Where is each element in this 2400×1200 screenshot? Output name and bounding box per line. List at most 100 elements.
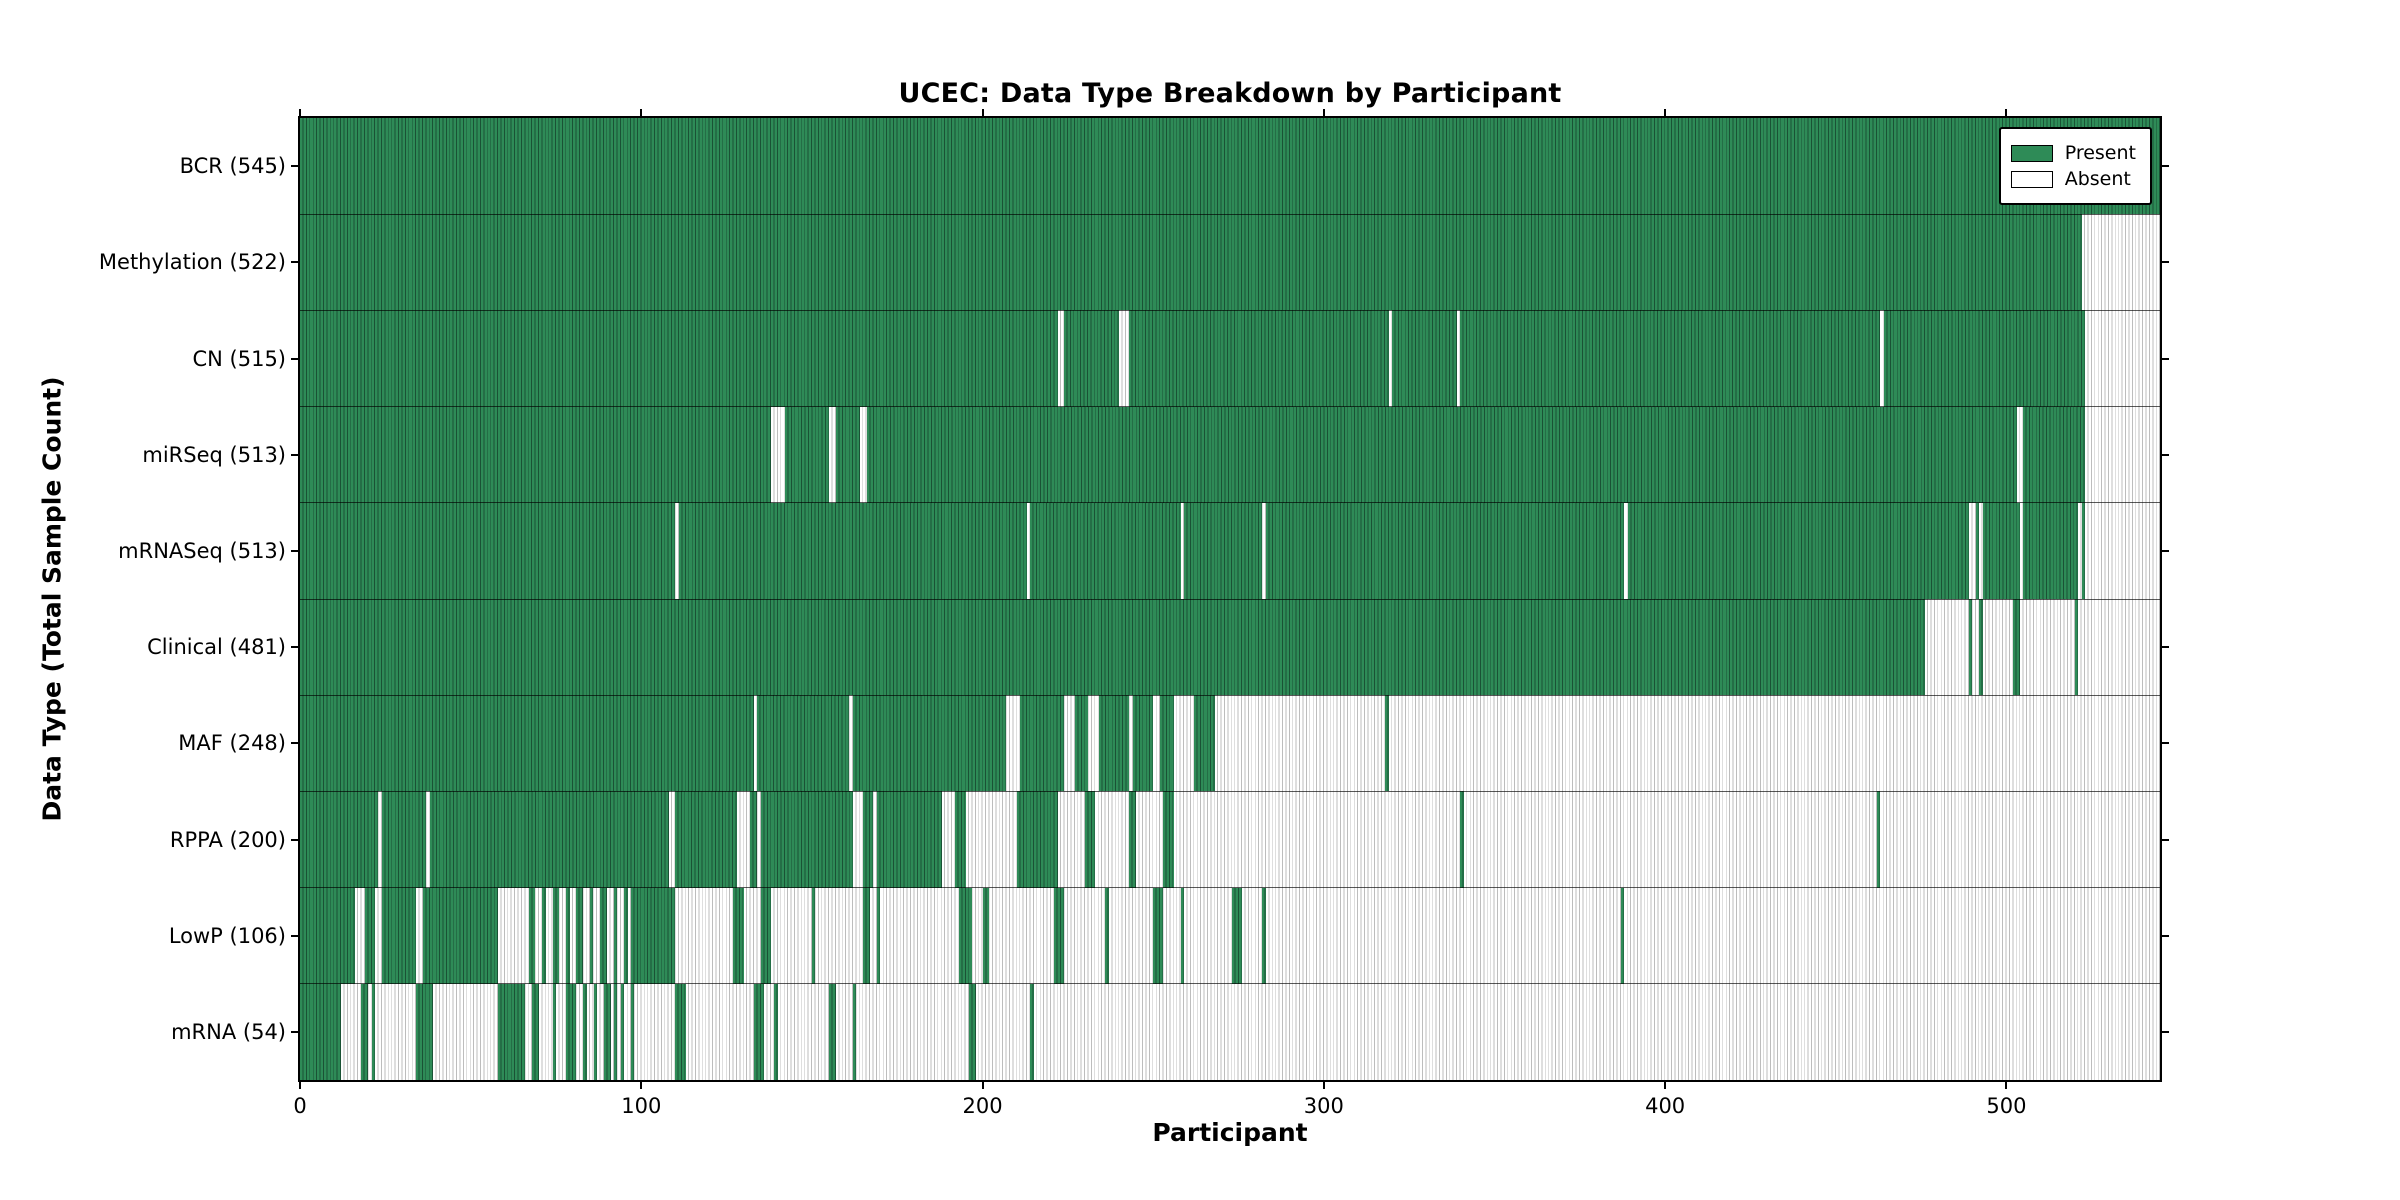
present-segment — [760, 887, 771, 984]
legend-entry: Absent — [2010, 168, 2136, 190]
present-segment — [532, 983, 539, 1080]
y-tick-right — [2160, 357, 2169, 360]
y-tick-right — [2160, 646, 2169, 649]
row-mRNA — [300, 983, 2160, 1080]
present-segment — [733, 887, 744, 984]
x-tick-label: 100 — [621, 1094, 662, 1118]
present-segment — [876, 791, 942, 888]
present-segment — [497, 983, 526, 1080]
x-axis-label: Participant — [1152, 1118, 1308, 1147]
row-separator — [300, 887, 2160, 889]
legend-label: Absent — [2064, 168, 2131, 190]
present-segment — [1132, 695, 1154, 792]
y-tick-right — [2160, 453, 2169, 456]
present-segment — [852, 983, 857, 1080]
y-axis-label: Data Type (Total Sample Count) — [37, 376, 67, 822]
y-tick-right — [2160, 934, 2169, 937]
present-segment — [416, 983, 434, 1080]
present-segment — [852, 695, 1007, 792]
y-tick-label-BCR: BCR (545) — [179, 154, 286, 179]
present-segment — [300, 214, 2082, 311]
present-segment — [1392, 310, 1457, 407]
x-tick-top — [640, 109, 643, 118]
legend: Present Absent — [1998, 127, 2152, 205]
present-segment — [1385, 695, 1389, 792]
present-segment — [2081, 502, 2085, 599]
present-segment — [381, 887, 417, 984]
legend-swatch-absent — [2010, 170, 2053, 188]
legend-swatch-present — [2010, 144, 2053, 162]
present-segment — [811, 887, 816, 984]
x-tick-bottom — [981, 1080, 984, 1089]
present-segment — [1979, 599, 1983, 696]
x-tick-top — [299, 109, 301, 118]
row-mRNASeq — [300, 502, 2160, 599]
row-separator — [300, 309, 2160, 311]
y-tick-left — [291, 742, 300, 745]
x-tick-label: 500 — [1986, 1094, 2027, 1118]
present-segment — [982, 887, 990, 984]
present-segment — [1968, 599, 1973, 696]
x-tick-bottom — [2005, 1080, 2008, 1089]
y-tick-label-MAF: MAF (248) — [178, 731, 286, 756]
row-separator — [300, 983, 2160, 985]
present-segment — [300, 983, 341, 1080]
present-segment — [429, 791, 669, 888]
present-segment — [678, 502, 1027, 599]
present-segment — [1620, 887, 1625, 984]
row-CN — [300, 310, 2160, 407]
present-segment — [566, 983, 577, 1080]
x-tick-label: 200 — [962, 1094, 1003, 1118]
y-tick-right — [2160, 261, 2169, 264]
present-segment — [1163, 791, 1174, 888]
present-segment — [300, 502, 676, 599]
y-tick-label-LowP: LowP (106) — [168, 923, 286, 948]
y-tick-left — [291, 549, 300, 552]
row-separator — [300, 213, 2160, 215]
legend-label: Present — [2064, 142, 2136, 164]
row-BCR — [300, 118, 2160, 215]
present-segment — [583, 983, 587, 1080]
present-segment — [300, 406, 771, 503]
x-tick-top — [981, 109, 984, 118]
present-segment — [750, 791, 758, 888]
present-segment — [2013, 599, 2021, 696]
x-tick-top — [1664, 109, 1667, 118]
present-segment — [624, 887, 628, 984]
present-segment — [300, 310, 1058, 407]
present-segment — [1876, 791, 1881, 888]
present-segment — [300, 599, 1925, 696]
legend-entry: Present — [2010, 142, 2136, 164]
present-segment — [1627, 502, 1969, 599]
present-segment — [566, 887, 570, 984]
present-segment — [753, 983, 765, 1080]
present-segment — [620, 983, 625, 1080]
row-separator — [300, 790, 2160, 792]
x-tick-bottom — [1664, 1080, 1667, 1089]
present-segment — [968, 983, 976, 1080]
present-segment — [528, 887, 536, 984]
x-tick-bottom — [299, 1080, 301, 1089]
present-segment — [300, 695, 754, 792]
present-segment — [603, 983, 611, 1080]
present-segment — [958, 887, 973, 984]
present-segment — [2023, 406, 2085, 503]
present-segment — [1231, 887, 1242, 984]
present-segment — [1194, 695, 1215, 792]
present-segment — [600, 887, 608, 984]
present-segment — [576, 887, 584, 984]
y-tick-right — [2160, 838, 2169, 841]
present-segment — [784, 406, 829, 503]
row-LowP — [300, 887, 2160, 984]
present-segment — [590, 887, 594, 984]
present-segment — [1030, 983, 1034, 1080]
y-tick-right — [2160, 742, 2169, 745]
present-segment — [1054, 887, 1065, 984]
present-segment — [300, 118, 2160, 215]
present-segment — [1064, 310, 1120, 407]
present-segment — [631, 887, 676, 984]
present-segment — [1883, 310, 2085, 407]
present-segment — [757, 695, 850, 792]
row-separator — [300, 694, 2160, 696]
